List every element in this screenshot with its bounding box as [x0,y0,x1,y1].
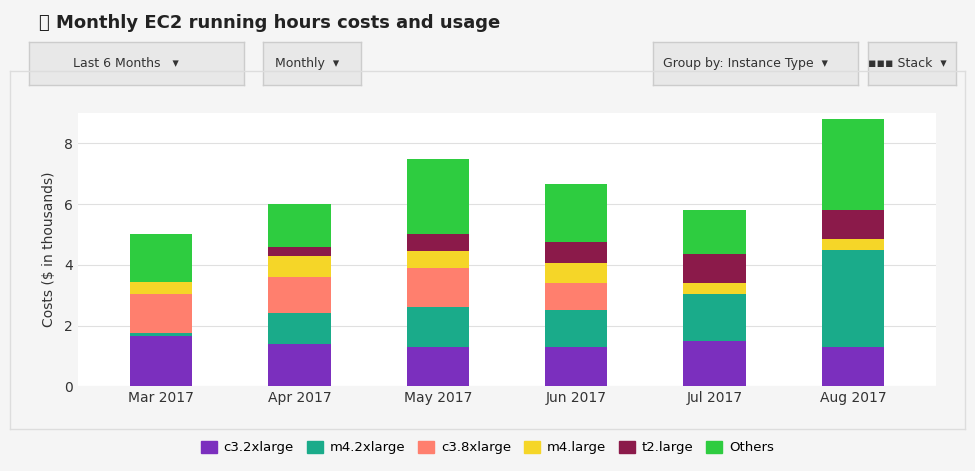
Text: Monthly  ▾: Monthly ▾ [275,57,339,70]
Bar [407,268,469,307]
Bar [822,250,884,347]
Bar [545,283,607,310]
Bar [545,184,607,242]
Bar [268,204,331,247]
Bar [822,119,884,210]
Bar [407,251,469,268]
Bar [407,307,469,347]
Bar [130,282,192,293]
Bar [822,239,884,250]
Bar [130,235,192,282]
Bar [683,210,746,254]
Bar [683,341,746,386]
Bar [683,254,746,283]
Bar [268,313,331,344]
Bar [268,247,331,256]
Bar [545,310,607,347]
Bar [407,347,469,386]
Bar [683,283,746,293]
Bar [407,159,469,235]
Text: Group by: Instance Type  ▾: Group by: Instance Type ▾ [663,57,828,70]
Bar [545,242,607,263]
Bar [130,333,192,336]
Bar [545,263,607,283]
Y-axis label: Costs ($ in thousands): Costs ($ in thousands) [42,172,56,327]
Bar [407,235,469,251]
Bar [822,347,884,386]
Bar [268,277,331,313]
Bar [130,293,192,333]
Text: ▪▪▪ Stack  ▾: ▪▪▪ Stack ▾ [868,57,947,70]
Bar [268,256,331,277]
Text: Last 6 Months   ▾: Last 6 Months ▾ [73,57,178,70]
Bar [822,210,884,239]
Bar [545,347,607,386]
Bar [130,336,192,386]
Legend: c3.2xlarge, m4.2xlarge, c3.8xlarge, m4.large, t2.large, Others: c3.2xlarge, m4.2xlarge, c3.8xlarge, m4.l… [196,436,779,460]
Bar [683,293,746,341]
Bar [268,344,331,386]
Text: 🔒 Monthly EC2 running hours costs and usage: 🔒 Monthly EC2 running hours costs and us… [39,14,500,32]
